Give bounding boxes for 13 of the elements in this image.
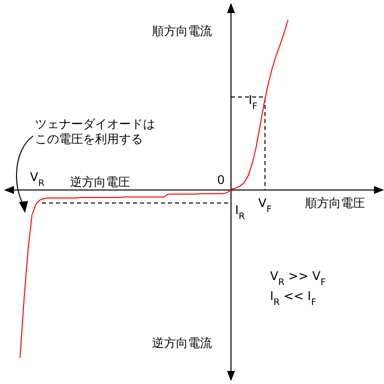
annotation: V$_{F}$ xyxy=(258,196,272,215)
annotation: V$_{R}$ xyxy=(30,170,44,189)
annotation: V$_{R}$ >> V$_{F}$ xyxy=(270,269,326,288)
annotation: 0 xyxy=(217,173,225,187)
x-axis-title: 順方向電圧 xyxy=(305,196,365,210)
annotation: I$_{R}$ << I$_{F}$ xyxy=(270,289,316,308)
annotation: 逆方向電流 xyxy=(152,336,212,350)
annotation: ツェナーダイオードは xyxy=(35,117,155,131)
y-axis-title: 順方向電流 xyxy=(152,24,212,38)
annotation: この電圧を利用する xyxy=(35,132,143,146)
annotation: I$_{R}$ xyxy=(235,203,245,222)
annotation: I$_{F}$ xyxy=(248,93,258,112)
annotation: 逆方向電圧 xyxy=(70,175,130,189)
